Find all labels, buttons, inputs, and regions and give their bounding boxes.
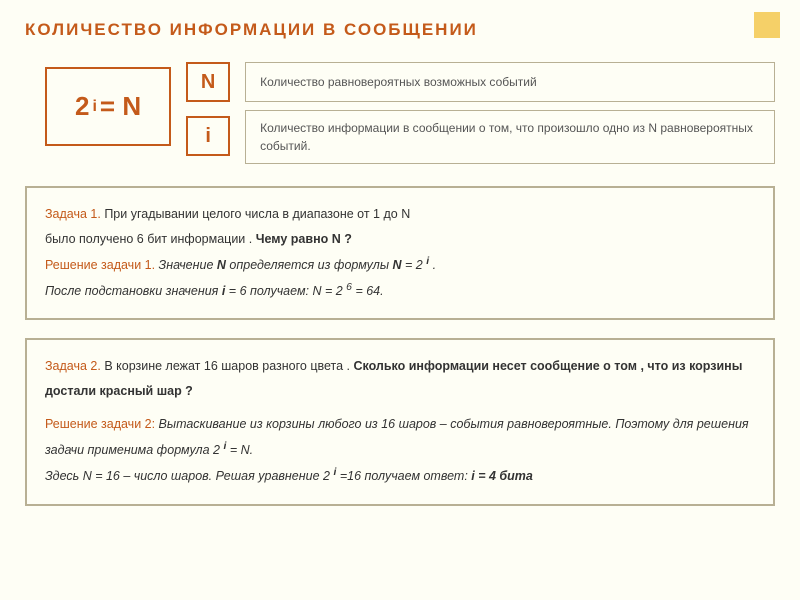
variable-column: N i	[186, 62, 230, 156]
task-1-sol2c: = 64.	[352, 284, 384, 298]
task-2-statement: Задача 2. В корзине лежат 16 шаров разно…	[45, 354, 755, 404]
task-2-box: Задача 2. В корзине лежат 16 шаров разно…	[25, 338, 775, 505]
task-2-answer: i = 4 бита	[471, 470, 533, 484]
description-column: Количество равновероятных возможных собы…	[245, 62, 775, 164]
desc-i: Количество информации в сообщении о том,…	[245, 110, 775, 164]
task-1-line2: было получено 6 бит информации . Чему ра…	[45, 227, 755, 252]
task-1-sol2a: После подстановки значения	[45, 284, 222, 298]
formula-section: 2i = N N i Количество равновероятных воз…	[25, 62, 775, 164]
formula-exp: i	[92, 98, 96, 116]
formula-eq: = N	[100, 91, 141, 122]
task-2-text1: В корзине лежат 16 шаров разного цвета .	[101, 359, 354, 373]
task-2-sol2b: =16 получаем ответ:	[336, 470, 471, 484]
task-1-sol-n2: N	[393, 258, 402, 272]
task-1-statement: Задача 1. При угадывании целого числа в …	[45, 202, 755, 227]
task-1-solution-line1: Решение задачи 1. Значение N определяетс…	[45, 252, 755, 278]
task-2-label: Задача 2.	[45, 359, 101, 373]
task-1-question: Чему равно N ?	[256, 232, 352, 246]
task-1-sol1a: Значение	[155, 258, 217, 272]
var-i-box: i	[186, 116, 230, 156]
task-1-sol1c: = 2	[402, 258, 427, 272]
task-1-label: Задача 1.	[45, 207, 101, 221]
task-1-solution-line2: После подстановки значения i = 6 получае…	[45, 278, 755, 304]
task-2-sol2a: Здесь N = 16 – число шаров. Решая уравне…	[45, 470, 333, 484]
task-2-solution-line1: Решение задачи 2: Вытаскивание из корзин…	[45, 412, 755, 463]
task-2-solution-line2: Здесь N = 16 – число шаров. Решая уравне…	[45, 463, 755, 489]
formula-box: 2i = N	[45, 67, 171, 146]
task-1-sol-n1: N	[217, 258, 226, 272]
task-1-text2: было получено 6 бит информации .	[45, 232, 256, 246]
task-1-text1: При угадывании целого числа в диапазоне …	[101, 207, 410, 221]
var-n-box: N	[186, 62, 230, 102]
task-1-sol2b: = 6 получаем: N = 2	[225, 284, 346, 298]
task-1-sol1d: .	[429, 258, 436, 272]
task-2-sol1b: = N.	[226, 443, 253, 457]
task-1-sol-label: Решение задачи 1.	[45, 258, 155, 272]
task-2-sol-label: Решение задачи 2:	[45, 417, 155, 431]
task-1-sol1b: определяется из формулы	[226, 258, 393, 272]
task-1-box: Задача 1. При угадывании целого числа в …	[25, 186, 775, 320]
desc-n: Количество равновероятных возможных собы…	[245, 62, 775, 102]
formula-base: 2	[75, 91, 89, 122]
corner-decoration	[754, 12, 780, 38]
page-title: КОЛИЧЕСТВО ИНФОРМАЦИИ В СООБЩЕНИИ	[25, 20, 775, 40]
